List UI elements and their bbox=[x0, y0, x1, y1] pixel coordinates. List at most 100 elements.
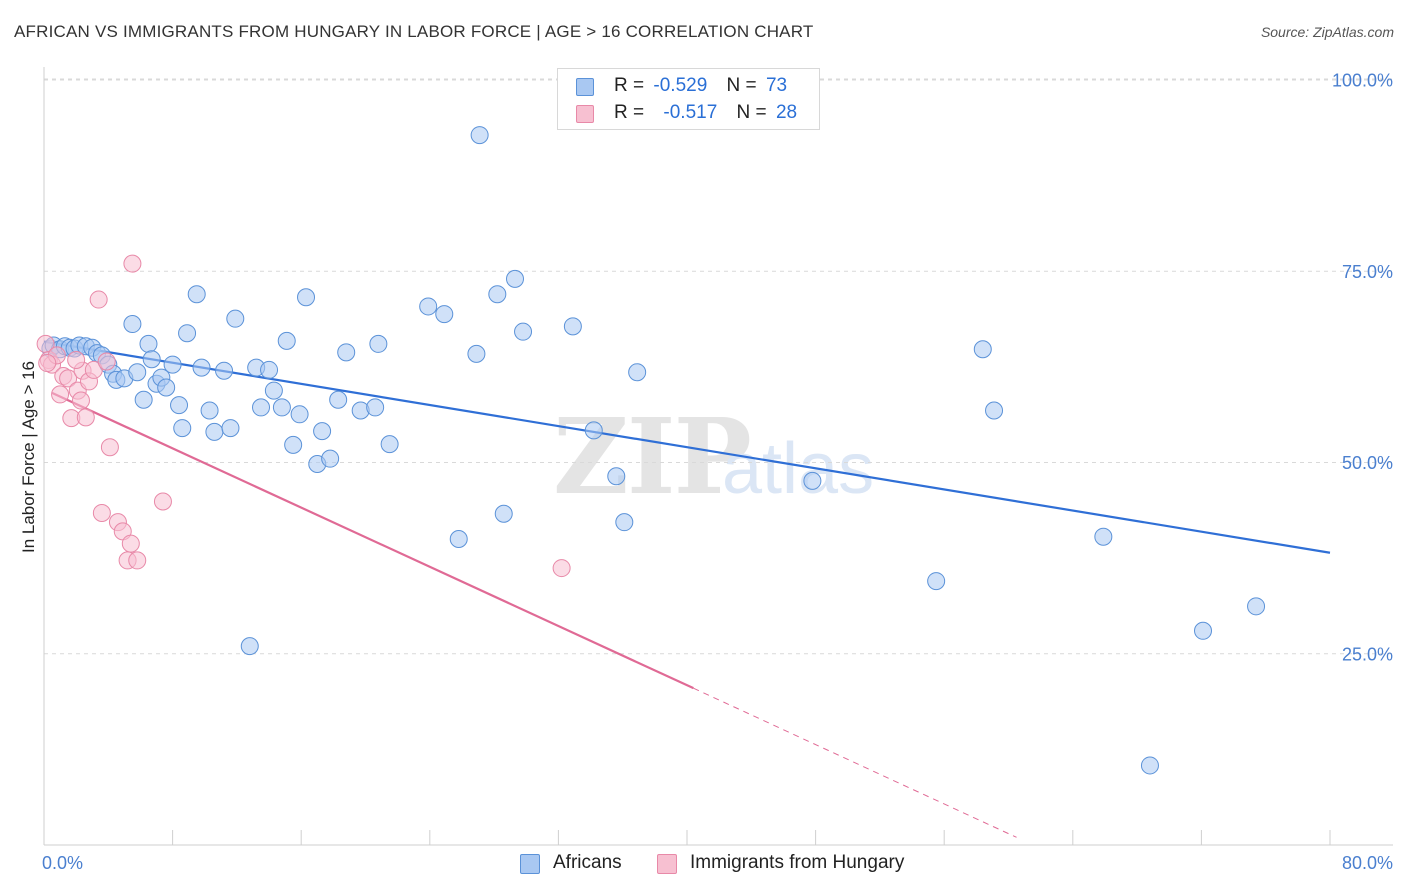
africans-point-33 bbox=[226, 309, 245, 328]
points-layer bbox=[36, 126, 1266, 775]
africans-point-22 bbox=[157, 378, 176, 397]
hungary-point-24 bbox=[153, 492, 172, 511]
grid-layer bbox=[44, 78, 1393, 655]
africans-point-42 bbox=[290, 405, 309, 424]
africans-point-19 bbox=[142, 350, 161, 369]
correlation-legend: R = -0.529 N = 73 R = -0.517 N = 28 bbox=[557, 68, 820, 130]
africans-point-55 bbox=[449, 530, 468, 548]
africans-point-67 bbox=[803, 471, 822, 490]
africans-point-30 bbox=[205, 422, 224, 441]
africans-point-43 bbox=[297, 288, 316, 307]
hungary-point-26 bbox=[38, 354, 57, 373]
africans-point-34 bbox=[240, 637, 259, 656]
trendline-hungary-extension bbox=[693, 687, 1017, 838]
hungary-point-14 bbox=[89, 290, 108, 309]
hungary-point-9 bbox=[71, 391, 90, 410]
africans-point-74 bbox=[1247, 597, 1266, 616]
axis-layer: 25.0% 50.0% 75.0% 100.0% bbox=[43, 67, 1393, 846]
trendline-hungary bbox=[51, 391, 694, 690]
y-tick-label-100: 100.0% bbox=[1332, 71, 1393, 91]
source-label: Source: ZipAtlas.com bbox=[1260, 24, 1394, 40]
africans-point-47 bbox=[329, 390, 348, 409]
hungary-point-21 bbox=[121, 534, 140, 553]
africans-point-16 bbox=[128, 363, 147, 382]
hungary-point-13 bbox=[84, 360, 103, 379]
x-tick-label-right: 80.0% bbox=[1342, 853, 1393, 873]
hungary-point-22 bbox=[123, 254, 142, 273]
africans-point-45 bbox=[313, 422, 332, 441]
africans-point-41 bbox=[284, 435, 303, 454]
x-tick-label-left: 0.0% bbox=[42, 853, 83, 873]
africans-point-65 bbox=[615, 513, 634, 532]
watermark-atlas: atlas bbox=[722, 429, 875, 509]
africans-point-53 bbox=[419, 297, 438, 316]
bottom-hungary-swatch bbox=[657, 854, 677, 874]
africans-point-62 bbox=[563, 317, 582, 336]
africans-point-38 bbox=[264, 381, 283, 400]
africans-point-58 bbox=[488, 285, 507, 304]
hungary-point-4 bbox=[51, 385, 70, 404]
africans-point-18 bbox=[139, 334, 158, 353]
africans-point-48 bbox=[337, 343, 356, 362]
africans-point-46 bbox=[321, 449, 340, 468]
legend-hungary-r-label: R = bbox=[614, 102, 645, 123]
y-axis-title: In Labor Force | Age > 16 bbox=[19, 361, 38, 553]
trend-layer bbox=[43, 340, 1331, 838]
chart-title: AFRICAN VS IMMIGRANTS FROM HUNGARY IN LA… bbox=[14, 22, 814, 41]
africans-point-61 bbox=[514, 322, 533, 341]
africans-point-32 bbox=[221, 419, 240, 438]
africans-point-31 bbox=[215, 361, 234, 380]
africans-swatch bbox=[576, 78, 594, 96]
africans-point-56 bbox=[467, 344, 486, 363]
africans-point-36 bbox=[252, 398, 271, 417]
africans-point-17 bbox=[134, 390, 153, 409]
hungary-point-11 bbox=[76, 408, 95, 427]
africans-point-70 bbox=[985, 401, 1004, 420]
africans-point-54 bbox=[435, 305, 454, 324]
africans-point-66 bbox=[628, 363, 647, 382]
legend-africans-r-value: -0.529 bbox=[653, 75, 708, 96]
africans-point-24 bbox=[170, 396, 189, 415]
watermark-zip: ZIP bbox=[553, 395, 752, 518]
africans-point-23 bbox=[163, 355, 182, 374]
africans-point-52 bbox=[380, 435, 399, 454]
y-tick-label-25: 25.0% bbox=[1342, 644, 1393, 664]
africans-point-40 bbox=[277, 331, 296, 350]
legend-africans-r-label: R = bbox=[614, 75, 645, 96]
africans-point-25 bbox=[173, 419, 192, 438]
africans-point-15 bbox=[123, 315, 142, 334]
africans-point-51 bbox=[369, 334, 388, 353]
africans-point-39 bbox=[272, 398, 291, 417]
hungary-point-6 bbox=[59, 369, 78, 388]
africans-point-63 bbox=[584, 421, 603, 440]
y-tick-label-75: 75.0% bbox=[1342, 262, 1393, 282]
bottom-legend-hungary-label: Immigrants from Hungary bbox=[690, 852, 905, 873]
africans-point-60 bbox=[505, 269, 524, 288]
africans-point-69 bbox=[973, 340, 992, 359]
africans-point-29 bbox=[200, 401, 219, 420]
bottom-africans-swatch bbox=[520, 854, 540, 874]
hungary-swatch bbox=[576, 105, 594, 123]
hungary-point-15 bbox=[92, 503, 111, 522]
hungary-point-25 bbox=[552, 559, 571, 578]
africans-point-37 bbox=[260, 360, 279, 379]
legend-hungary-n-label: N = bbox=[736, 102, 767, 123]
africans-point-71 bbox=[1094, 527, 1113, 546]
africans-point-59 bbox=[494, 504, 513, 523]
trendline-africans bbox=[43, 340, 1331, 554]
y-tick-label-50: 50.0% bbox=[1342, 453, 1393, 473]
hungary-point-17 bbox=[100, 438, 119, 457]
africans-point-57 bbox=[470, 126, 489, 145]
hungary-point-23 bbox=[128, 551, 147, 570]
africans-point-50 bbox=[366, 398, 385, 417]
africans-point-68 bbox=[927, 572, 946, 591]
legend-hungary-n-value: 28 bbox=[775, 102, 798, 123]
africans-point-73 bbox=[1194, 621, 1213, 640]
legend-africans-n-value: 73 bbox=[765, 75, 788, 96]
africans-point-64 bbox=[607, 467, 626, 486]
africans-point-72 bbox=[1140, 756, 1159, 775]
hungary-point-27 bbox=[67, 350, 86, 369]
africans-point-26 bbox=[178, 324, 197, 343]
africans-point-28 bbox=[192, 358, 211, 377]
